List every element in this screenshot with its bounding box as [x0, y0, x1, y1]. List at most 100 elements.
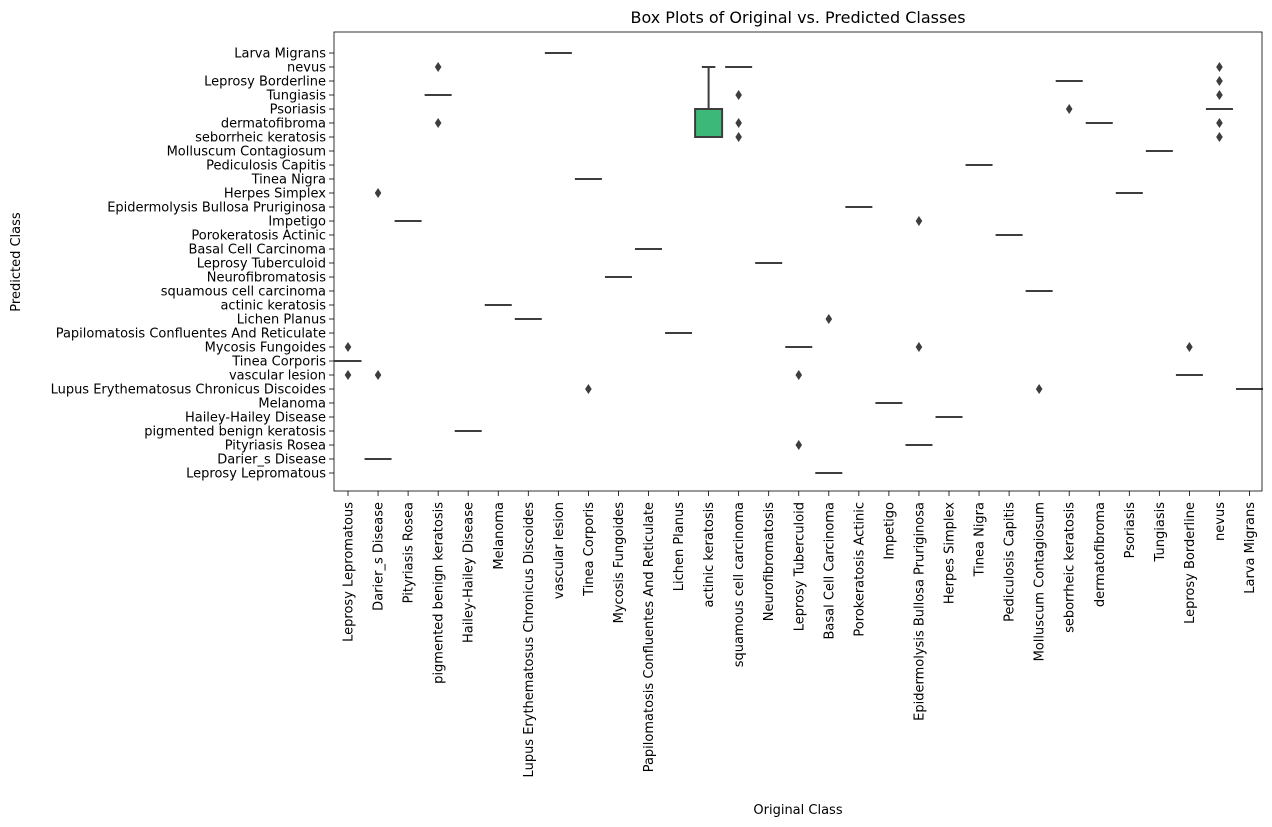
- y-tick-label: Lupus Erythematosus Chronicus Discoides: [51, 383, 327, 398]
- box-group: [1205, 62, 1233, 142]
- box-group: [424, 62, 452, 128]
- x-tick-label: Molluscum Contagiosum: [1033, 502, 1048, 661]
- x-tick-label: Tinea Nigra: [973, 502, 988, 577]
- x-axis: Leprosy Lepromatous Darier_s Disease Pityr…: [342, 491, 1258, 778]
- y-tick-label: dermatofibroma: [221, 117, 326, 132]
- outlier-point: [795, 370, 803, 380]
- box-group: [364, 188, 392, 460]
- x-tick-label: seborrheic keratosis: [1063, 502, 1078, 633]
- outlier-point: [1216, 76, 1223, 86]
- y-tick-label: Hailey-Hailey Disease: [185, 411, 326, 426]
- x-tick-label: Pityriasis Rosea: [402, 502, 417, 603]
- box-group: [905, 216, 933, 446]
- x-tick-label: Leprosy Borderline: [1183, 502, 1198, 624]
- x-axis-label: Original Class: [753, 803, 842, 818]
- outlier-point: [1186, 342, 1193, 352]
- x-tick-label: Neurofibromatosis: [762, 502, 777, 621]
- x-tick-label: Larva Migrans: [1243, 502, 1258, 594]
- x-tick-label: Epidermolysis Bullosa Pruriginosa: [912, 502, 927, 721]
- x-tick-label: squamous cell carcinoma: [732, 502, 747, 667]
- outlier-point: [374, 188, 382, 198]
- y-tick-label: vascular lesion: [229, 369, 326, 384]
- outlier-point: [434, 62, 442, 72]
- y-tick-label: Mycosis Fungoides: [205, 341, 327, 356]
- outlier-point: [434, 118, 442, 128]
- y-tick-label: Leprosy Lepromatous: [186, 467, 326, 482]
- box: [694, 108, 724, 138]
- x-tick-label: pigmented benign keratosis: [432, 502, 447, 684]
- box-group: [725, 66, 753, 142]
- y-tick-label: Leprosy Borderline: [204, 75, 326, 90]
- y-tick-label: nevus: [287, 61, 326, 76]
- x-tick-label: actinic keratosis: [702, 502, 717, 608]
- outlier-point: [585, 384, 592, 394]
- x-tick-label: Tinea Corporis: [582, 502, 597, 597]
- y-tick-label: Papilomatosis Confluentes And Reticulate: [56, 327, 326, 342]
- y-tick-label: Pityriasis Rosea: [225, 439, 326, 454]
- x-tick-label: Basal Cell Carcinoma: [822, 502, 837, 639]
- x-tick-label: Porokeratosis Actinic: [852, 502, 867, 637]
- y-axis-label: Predicted Class: [9, 212, 24, 312]
- x-tick-label: Psoriasis: [1123, 502, 1138, 559]
- x-tick-label: Lichen Planus: [672, 502, 687, 592]
- y-tick-label: pigmented benign keratosis: [144, 425, 326, 440]
- y-tick-label: Tungiasis: [266, 89, 327, 104]
- x-tick-label: Pediculosis Capitis: [1003, 502, 1018, 622]
- y-tick-label: Impetigo: [268, 215, 326, 230]
- outlier-point: [1216, 90, 1223, 100]
- x-tick-label: dermatofibroma: [1093, 502, 1108, 607]
- outlier-point: [1216, 62, 1223, 72]
- x-tick-label: Melanoma: [492, 502, 507, 570]
- outlier-point: [344, 370, 352, 380]
- box-group: [334, 342, 362, 380]
- x-tick-label: vascular lesion: [552, 502, 567, 599]
- outlier-point: [735, 90, 742, 100]
- outlier-point: [374, 370, 382, 380]
- outlier-point: [1216, 132, 1223, 142]
- y-tick-label: Lichen Planus: [237, 313, 327, 328]
- outlier-point: [735, 132, 742, 142]
- outlier-point: [915, 216, 923, 226]
- y-tick-label: Tinea Corporis: [231, 355, 326, 370]
- y-tick-label: Tinea Nigra: [251, 173, 326, 188]
- box-group: [1175, 342, 1203, 376]
- y-tick-label: Herpes Simplex: [224, 187, 326, 202]
- y-tick-label: Molluscum Contagiosum: [167, 145, 326, 160]
- y-tick-label: Darier_s Disease: [217, 453, 326, 468]
- box-group: [785, 346, 813, 450]
- x-tick-label: Hailey-Hailey Disease: [462, 502, 477, 643]
- outlier-point: [795, 440, 803, 450]
- y-tick-label: Larva Migrans: [234, 47, 326, 62]
- box-group: [694, 66, 724, 138]
- x-tick-label: Herpes Simplex: [943, 502, 958, 604]
- x-tick-label: Leprosy Tuberculoid: [792, 502, 807, 631]
- outlier-point: [915, 342, 923, 352]
- y-tick-label: Psoriasis: [270, 103, 327, 118]
- y-tick-label: seborrheic keratosis: [195, 131, 326, 146]
- outlier-point: [344, 342, 352, 352]
- x-tick-label: Impetigo: [882, 502, 897, 560]
- y-tick-label: Neurofibromatosis: [207, 271, 326, 286]
- outlier-point: [1065, 104, 1073, 114]
- plot-area: [334, 52, 1263, 474]
- y-tick-label: squamous cell carcinoma: [161, 285, 326, 300]
- box-group: [1025, 290, 1053, 394]
- y-tick-label: Leprosy Tuberculoid: [197, 257, 326, 272]
- x-tick-label: Mycosis Fungoides: [612, 502, 627, 624]
- box-group: [574, 178, 602, 394]
- y-tick-label: Melanoma: [258, 397, 326, 412]
- y-tick-label: actinic keratosis: [220, 299, 326, 314]
- x-tick-label: Tungiasis: [1153, 502, 1168, 563]
- y-tick-label: Porokeratosis Actinic: [191, 229, 326, 244]
- box-group: [815, 314, 843, 474]
- outlier-point: [735, 118, 742, 128]
- x-tick-label: Darier_s Disease: [372, 502, 387, 611]
- y-tick-label: Basal Cell Carcinoma: [189, 243, 326, 258]
- chart-title: Box Plots of Original vs. Predicted Clas…: [630, 8, 965, 27]
- x-tick-label: Leprosy Lepromatous: [342, 502, 357, 642]
- x-tick-label: Lupus Erythematosus Chronicus Discoides: [522, 502, 537, 778]
- x-tick-label: Papilomatosis Confluentes And Reticulate: [642, 502, 657, 772]
